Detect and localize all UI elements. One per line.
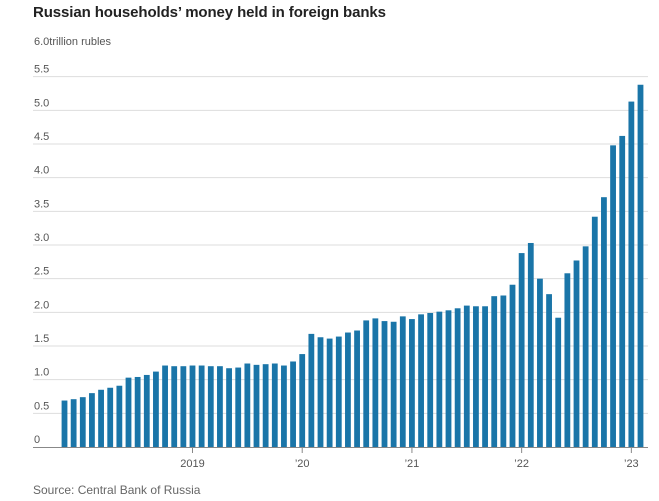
bar [235, 367, 242, 447]
bar [153, 371, 159, 447]
bar [390, 321, 397, 447]
bar [573, 260, 580, 447]
bar [244, 363, 251, 447]
bar [454, 308, 461, 447]
bar [335, 336, 342, 447]
bar [171, 366, 178, 447]
y-tick-label: 2.0 [34, 299, 49, 311]
bar [418, 314, 424, 447]
bar [116, 385, 123, 447]
bar [226, 368, 232, 447]
bar [482, 306, 488, 447]
bar [610, 145, 616, 447]
bar [207, 366, 214, 447]
bar [463, 305, 470, 447]
bar [107, 387, 114, 447]
source-note: Source: Central Bank of Russia [33, 483, 201, 497]
bar [591, 216, 598, 447]
x-tick-label: ’20 [295, 458, 310, 470]
x-tick-label: ’21 [405, 458, 420, 470]
bar [162, 365, 168, 447]
bar [436, 311, 443, 447]
bar [271, 363, 278, 447]
bar [555, 317, 562, 447]
bar [546, 294, 552, 447]
y-tick-label: 0 [34, 434, 40, 446]
y-tick-label: 3.0 [34, 232, 49, 244]
bar [381, 321, 388, 447]
y-tick-label: 5.0 [34, 97, 49, 109]
y-tick-label: 1.5 [34, 333, 49, 345]
bar [326, 338, 333, 447]
bar [281, 365, 287, 447]
bar [509, 284, 516, 447]
bar [537, 278, 543, 447]
bar [372, 318, 379, 447]
bar [198, 365, 205, 447]
bar [98, 389, 104, 447]
x-tick-label: 2019 [180, 458, 204, 470]
bar [601, 197, 607, 447]
y-tick-label: 4.0 [34, 165, 49, 177]
bar [180, 366, 187, 447]
y-tick-label: 3.5 [34, 198, 49, 210]
bar [308, 333, 315, 447]
bar [564, 273, 571, 447]
bars [61, 84, 644, 448]
bar [79, 397, 86, 447]
bar [363, 320, 370, 447]
bar [290, 361, 296, 447]
bar [582, 246, 589, 447]
bar [628, 101, 635, 447]
bar [125, 377, 132, 447]
x-tick-label: ’22 [514, 458, 529, 470]
bar [409, 319, 415, 447]
bar [262, 364, 269, 447]
bar [637, 84, 644, 447]
bar [143, 374, 150, 447]
y-tick-label: 2.5 [34, 266, 49, 278]
bar [473, 306, 479, 447]
bar [399, 316, 406, 447]
bar [619, 135, 626, 448]
bar [70, 399, 77, 447]
bar [500, 295, 507, 447]
x-axis [33, 447, 648, 453]
y-axis-unit-label: 6.0trillion rubles [34, 36, 112, 48]
bar [134, 376, 141, 447]
y-axis-tick-labels: 0 0.5 1.0 1.5 2.0 2.5 3.0 3.5 4.0 4.5 5.0 5.5 [34, 64, 49, 446]
bar [354, 330, 360, 447]
bar [253, 364, 260, 447]
y-tick-label: 4.5 [34, 131, 49, 143]
bar [189, 365, 196, 447]
bar [217, 366, 223, 447]
bar [89, 393, 95, 447]
bar [427, 313, 434, 447]
x-axis-tick-labels: 2019 ’20 ’21 ’22 ’23 [180, 458, 638, 470]
bar [491, 296, 498, 447]
chart-title: Russian households’ money held in foreig… [33, 4, 386, 21]
x-tick-label: ’23 [624, 458, 639, 470]
bar [445, 310, 452, 447]
y-tick-label: 1.0 [34, 367, 49, 379]
bar [299, 354, 306, 447]
bar [61, 400, 68, 447]
bar [518, 253, 525, 447]
bar [527, 242, 534, 447]
y-tick-label: 0.5 [34, 400, 49, 412]
y-tick-label: 5.5 [34, 64, 49, 76]
bar [345, 332, 351, 447]
bar [317, 337, 324, 447]
